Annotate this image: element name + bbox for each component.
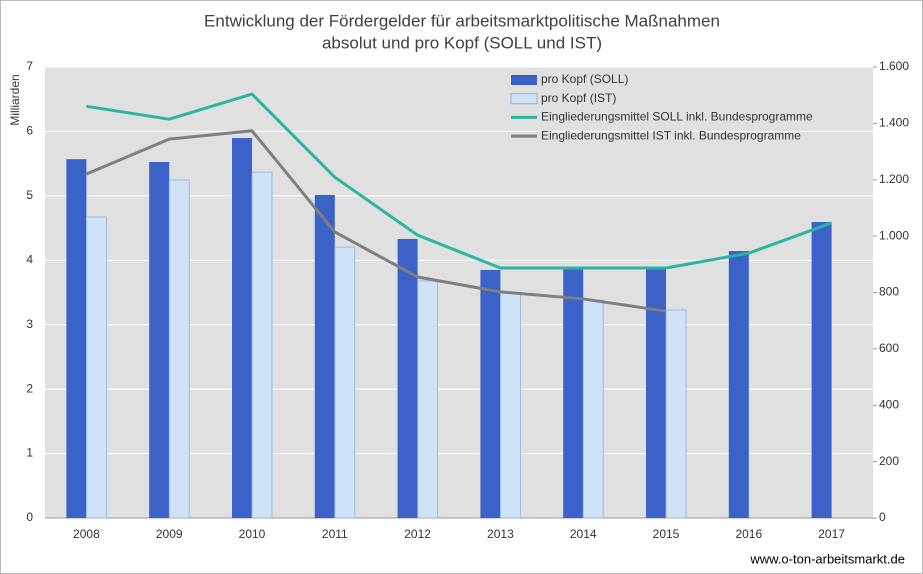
- y2-tick-label: 1.400: [879, 116, 909, 130]
- y-tick-label: 4: [26, 252, 33, 266]
- y2-tick-label: 800: [879, 285, 899, 299]
- line: [86, 92, 833, 270]
- x-tick-label: 2016: [735, 527, 762, 541]
- bar: [334, 246, 356, 519]
- bar: [499, 292, 521, 519]
- bar: [646, 267, 666, 518]
- x-tick-label: 2012: [404, 527, 431, 541]
- y-tick-label: 7: [26, 59, 33, 73]
- x-tick-label: 2017: [818, 527, 845, 541]
- bar: [728, 251, 749, 518]
- legend-swatch: [510, 93, 538, 105]
- y-tick-label: 0: [26, 510, 33, 524]
- bar: [66, 159, 87, 518]
- y2-tick-label: 400: [879, 397, 899, 411]
- legend-label: Eingliederungsmittel SOLL inkl. Bundespr…: [541, 110, 813, 124]
- chart-subtitle: absolut und pro Kopf (SOLL und IST): [322, 33, 602, 52]
- y-tick-label: 1: [26, 446, 33, 460]
- y2-tick-label: 0: [879, 510, 886, 524]
- bar: [811, 222, 832, 518]
- bar: [314, 194, 335, 518]
- bar: [232, 138, 252, 518]
- x-tick-label: 2008: [73, 527, 100, 541]
- legend-label: Eingliederungsmittel IST inkl. Bundespro…: [541, 128, 801, 142]
- line: [85, 129, 667, 313]
- bar: [480, 269, 501, 518]
- x-tick-label: 2011: [322, 527, 348, 541]
- y-tick-label: 5: [26, 188, 33, 202]
- y-axis-label: Milliarden: [8, 74, 22, 125]
- y2-tick-label: 200: [879, 454, 899, 468]
- y-tick-label: 6: [26, 124, 33, 138]
- bar: [251, 171, 273, 519]
- source: www.o-ton-arbeitsmarkt.de: [749, 551, 905, 566]
- bar: [397, 238, 418, 518]
- bar: [168, 179, 190, 519]
- bar: [582, 299, 604, 519]
- legend-label: pro Kopf (SOLL): [541, 72, 628, 86]
- bar: [563, 267, 584, 518]
- x-tick-label: 2015: [653, 527, 680, 541]
- x-tick-label: 2009: [156, 527, 183, 541]
- y2-tick-label: 1.000: [879, 228, 909, 242]
- bar: [417, 280, 439, 519]
- y2-tick-label: 600: [879, 341, 899, 355]
- x-tick-label: 2014: [570, 527, 597, 541]
- bar: [665, 309, 687, 519]
- x-tick-label: 2013: [487, 527, 514, 541]
- legend-swatch: [511, 75, 537, 85]
- chart-title: Entwicklung der Fördergelder für arbeits…: [204, 11, 720, 30]
- y2-tick-label: 1.600: [879, 59, 909, 73]
- y2-tick-label: 1.200: [879, 172, 909, 186]
- x-tick-label: 2010: [239, 527, 266, 541]
- bar: [149, 161, 170, 518]
- y-tick-label: 2: [26, 381, 33, 395]
- y-tick-label: 3: [26, 317, 33, 331]
- bar: [86, 216, 107, 519]
- legend-label: pro Kopf (IST): [541, 91, 616, 105]
